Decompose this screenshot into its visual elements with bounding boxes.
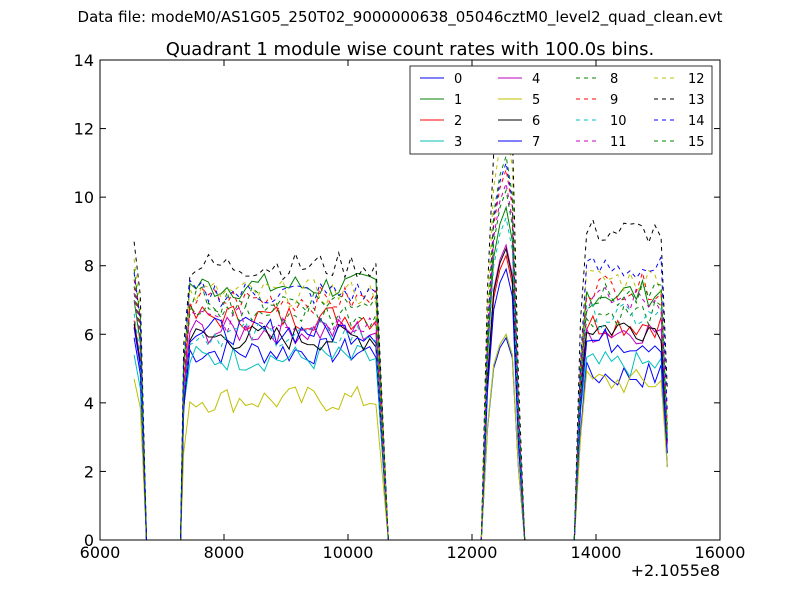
series-line-5 xyxy=(133,333,668,541)
y-tick-label: 14 xyxy=(74,51,94,70)
plot-lines xyxy=(133,83,668,541)
legend-label: 4 xyxy=(532,72,540,87)
chart-title: Quadrant 1 module wise count rates with … xyxy=(166,39,655,60)
legend-label: 11 xyxy=(610,135,627,150)
y-tick-label: 0 xyxy=(84,531,94,550)
series-line-1 xyxy=(133,205,668,541)
legend-label: 2 xyxy=(454,114,462,129)
figure-suptitle: Data file: modeM0/AS1G05_250T02_90000006… xyxy=(77,8,723,26)
legend-label: 0 xyxy=(454,72,462,87)
legend-label: 1 xyxy=(454,93,462,108)
series-line-6 xyxy=(133,246,668,541)
series-line-2 xyxy=(133,253,668,541)
series-line-0 xyxy=(133,336,668,541)
x-tick-label: 16000 xyxy=(695,543,746,562)
series-line-11 xyxy=(133,181,668,541)
x-tick-label: 10000 xyxy=(323,543,374,562)
x-tick-label: 12000 xyxy=(447,543,498,562)
y-tick-label: 12 xyxy=(74,120,94,139)
series-line-8 xyxy=(133,188,668,541)
legend-label: 15 xyxy=(688,135,705,150)
y-tick-label: 4 xyxy=(84,394,94,413)
series-line-3 xyxy=(133,333,668,541)
y-tick-label: 2 xyxy=(84,462,94,481)
x-tick-label: 6000 xyxy=(80,543,121,562)
y-tick-label: 6 xyxy=(84,325,94,344)
x-tick-label: 14000 xyxy=(571,543,622,562)
axes-frame xyxy=(99,59,721,541)
legend-label: 10 xyxy=(610,114,627,129)
legend-label: 9 xyxy=(610,93,618,108)
series-line-14 xyxy=(133,162,668,541)
series-line-10 xyxy=(133,215,668,541)
x-tick-label: 8000 xyxy=(204,543,245,562)
legend-label: 5 xyxy=(532,93,540,108)
y-tick-label: 10 xyxy=(74,188,94,207)
y-tick-label: 8 xyxy=(84,257,94,276)
series-line-13 xyxy=(133,83,668,541)
x-offset-label: +2.1055e8 xyxy=(631,561,720,580)
legend-frame xyxy=(409,65,713,155)
legend-label: 6 xyxy=(532,114,540,129)
series-line-7 xyxy=(133,267,668,541)
legend-label: 13 xyxy=(688,93,705,108)
legend-label: 8 xyxy=(610,72,618,87)
series-line-9 xyxy=(133,169,668,541)
legend-label: 14 xyxy=(688,114,705,129)
series-line-15 xyxy=(133,155,668,541)
legend-label: 3 xyxy=(454,135,462,150)
legend-label: 12 xyxy=(688,72,705,87)
series-line-4 xyxy=(133,243,668,541)
legend-label: 7 xyxy=(532,135,540,150)
